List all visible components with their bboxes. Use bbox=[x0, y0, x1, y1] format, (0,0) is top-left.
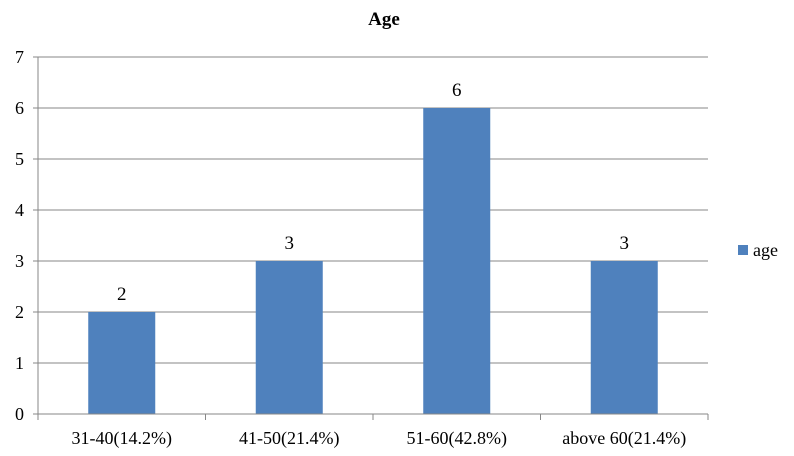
y-tick-label: 7 bbox=[15, 47, 24, 67]
bar bbox=[88, 312, 156, 414]
x-tick-label: 41-50(21.4%) bbox=[239, 428, 339, 449]
y-tick-label: 6 bbox=[15, 98, 24, 118]
data-label: 3 bbox=[285, 233, 295, 254]
y-tick-label: 5 bbox=[15, 149, 24, 169]
bar bbox=[423, 108, 491, 414]
y-tick-label: 0 bbox=[15, 404, 24, 424]
x-tick-label: 51-60(42.8%) bbox=[407, 428, 507, 449]
data-label: 6 bbox=[452, 80, 462, 101]
data-label: 3 bbox=[620, 233, 630, 254]
bars-layer: 2 3 6 3 bbox=[88, 80, 658, 414]
axis-layer: 0 1 2 3 4 5 6 7 31-40(14.2%) 41-50(21.4%) 51-60(42… bbox=[15, 47, 709, 449]
x-tick-label: 31-40(14.2%) bbox=[72, 428, 172, 449]
legend-swatch bbox=[738, 245, 748, 255]
y-tick-label: 4 bbox=[15, 200, 24, 220]
bar bbox=[255, 261, 323, 414]
legend-label: age bbox=[753, 240, 778, 260]
x-tick-label: above 60(21.4%) bbox=[562, 428, 686, 449]
bar bbox=[590, 261, 658, 414]
y-tick-label: 1 bbox=[15, 353, 24, 373]
chart-title: Age bbox=[368, 9, 400, 30]
y-tick-label: 2 bbox=[15, 302, 24, 322]
y-tick-label: 3 bbox=[15, 251, 24, 271]
data-label: 2 bbox=[117, 284, 127, 305]
legend: age bbox=[738, 240, 778, 260]
